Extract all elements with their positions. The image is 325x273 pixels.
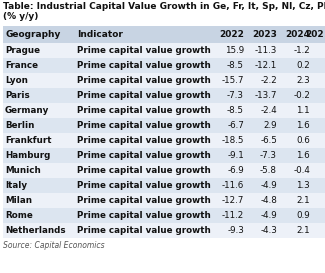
Text: Prime capital value growth: Prime capital value growth: [77, 151, 211, 160]
Text: Prime capital value growth: Prime capital value growth: [77, 91, 211, 100]
Text: Source: Capital Economics: Source: Capital Economics: [3, 241, 105, 250]
Text: 0.2: 0.2: [296, 61, 310, 70]
Bar: [3, 73, 325, 88]
Text: Lyon: Lyon: [5, 76, 28, 85]
Text: Prime capital value growth: Prime capital value growth: [77, 46, 211, 55]
Text: -5.8: -5.8: [260, 166, 277, 175]
Bar: [3, 133, 325, 148]
Text: -0.4: -0.4: [293, 166, 310, 175]
Text: 1.3: 1.3: [296, 181, 310, 190]
Text: -12.1: -12.1: [255, 61, 277, 70]
Text: -11.3: -11.3: [254, 46, 277, 55]
Text: -6.5: -6.5: [260, 136, 277, 145]
Text: Munich: Munich: [5, 166, 41, 175]
Text: Prime capital value growth: Prime capital value growth: [77, 106, 211, 115]
Text: 202: 202: [306, 30, 324, 39]
Text: Prime capital value growth: Prime capital value growth: [77, 136, 211, 145]
Text: -7.3: -7.3: [227, 91, 244, 100]
Text: -4.9: -4.9: [260, 211, 277, 220]
Text: Prime capital value growth: Prime capital value growth: [77, 61, 211, 70]
Text: -11.2: -11.2: [222, 211, 244, 220]
Bar: [3, 103, 325, 118]
Text: -4.3: -4.3: [260, 226, 277, 235]
Text: Prime capital value growth: Prime capital value growth: [77, 166, 211, 175]
Text: -13.7: -13.7: [254, 91, 277, 100]
Text: -4.8: -4.8: [260, 196, 277, 205]
Text: Geography: Geography: [5, 30, 60, 39]
Text: Rome: Rome: [5, 211, 33, 220]
Bar: [3, 58, 325, 73]
Bar: [3, 208, 325, 223]
Text: Italy: Italy: [5, 181, 27, 190]
Text: Indicator: Indicator: [77, 30, 123, 39]
Text: -2.4: -2.4: [260, 106, 277, 115]
Text: 15.9: 15.9: [225, 46, 244, 55]
Text: -8.5: -8.5: [227, 61, 244, 70]
Text: France: France: [5, 61, 38, 70]
Bar: [3, 163, 325, 178]
Text: -9.3: -9.3: [227, 226, 244, 235]
Bar: [3, 193, 325, 208]
Text: 2024: 2024: [285, 30, 310, 39]
Text: Milan: Milan: [5, 196, 32, 205]
Text: Prime capital value growth: Prime capital value growth: [77, 181, 211, 190]
Text: Hamburg: Hamburg: [5, 151, 50, 160]
Text: -6.7: -6.7: [227, 121, 244, 130]
Bar: [3, 118, 325, 133]
Bar: [3, 26, 325, 43]
Text: Netherlands: Netherlands: [5, 226, 66, 235]
Text: 0.9: 0.9: [296, 211, 310, 220]
Text: -12.7: -12.7: [222, 196, 244, 205]
Text: 2.3: 2.3: [296, 76, 310, 85]
Text: 2.1: 2.1: [296, 226, 310, 235]
Text: -6.9: -6.9: [227, 166, 244, 175]
Text: (% y/y): (% y/y): [3, 12, 38, 21]
Bar: [3, 148, 325, 163]
Text: 1.6: 1.6: [296, 151, 310, 160]
Text: -7.3: -7.3: [260, 151, 277, 160]
Text: Prime capital value growth: Prime capital value growth: [77, 196, 211, 205]
Bar: [3, 178, 325, 193]
Text: 1.1: 1.1: [296, 106, 310, 115]
Text: 2.1: 2.1: [296, 196, 310, 205]
Text: -11.6: -11.6: [222, 181, 244, 190]
Text: 2022: 2022: [219, 30, 244, 39]
Bar: [3, 88, 325, 103]
Text: -9.1: -9.1: [227, 151, 244, 160]
Text: Prime capital value growth: Prime capital value growth: [77, 121, 211, 130]
Text: Table: Industrial Capital Value Growth in Ge, Fr, It, Sp, Nl, Cz, Pl, UK: Table: Industrial Capital Value Growth i…: [3, 2, 325, 11]
Text: -15.7: -15.7: [222, 76, 244, 85]
Bar: [3, 223, 325, 238]
Text: -0.2: -0.2: [293, 91, 310, 100]
Text: -1.2: -1.2: [293, 46, 310, 55]
Text: Prime capital value growth: Prime capital value growth: [77, 211, 211, 220]
Text: Paris: Paris: [5, 91, 30, 100]
Text: 2023: 2023: [252, 30, 277, 39]
Text: -2.2: -2.2: [260, 76, 277, 85]
Text: Prague: Prague: [5, 46, 40, 55]
Text: Prime capital value growth: Prime capital value growth: [77, 226, 211, 235]
Text: Berlin: Berlin: [5, 121, 34, 130]
Text: -18.5: -18.5: [222, 136, 244, 145]
Text: 0.6: 0.6: [296, 136, 310, 145]
Text: Germany: Germany: [5, 106, 49, 115]
Text: -8.5: -8.5: [227, 106, 244, 115]
Text: 2.9: 2.9: [263, 121, 277, 130]
Text: Frankfurt: Frankfurt: [5, 136, 51, 145]
Text: Prime capital value growth: Prime capital value growth: [77, 76, 211, 85]
Text: -4.9: -4.9: [260, 181, 277, 190]
Bar: [3, 43, 325, 58]
Text: 1.6: 1.6: [296, 121, 310, 130]
